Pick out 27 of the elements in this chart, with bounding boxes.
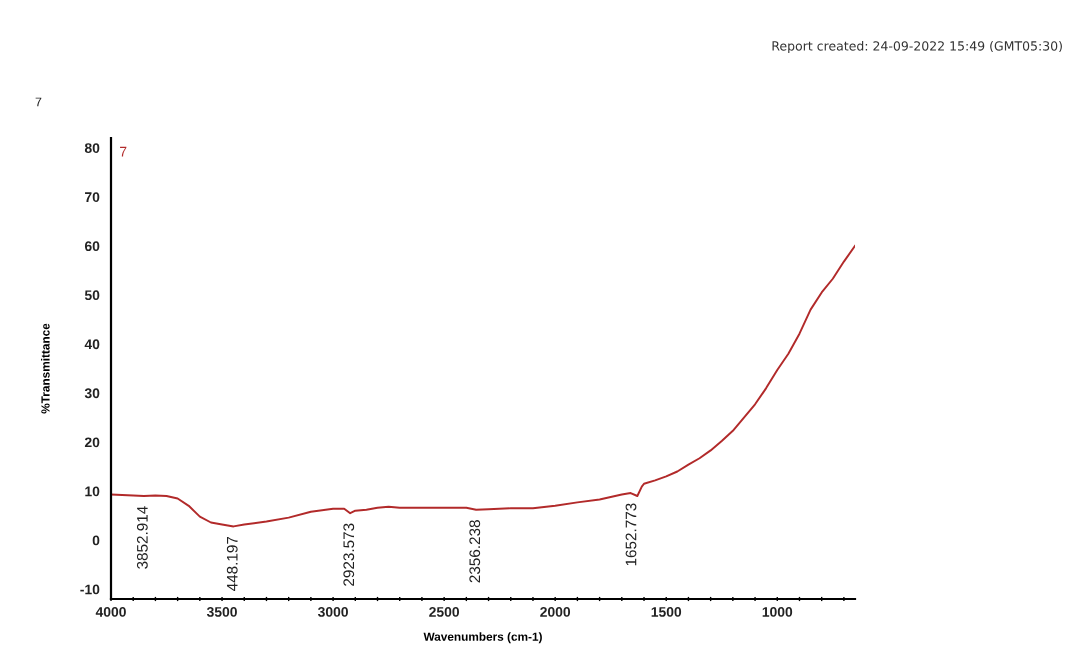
- annotation: 3852.914: [136, 506, 148, 569]
- x-tick-label: 2000: [540, 607, 571, 617]
- y-tick-label: 30: [84, 388, 100, 399]
- annotation: 1652.773: [625, 503, 637, 566]
- annotation: 2923.573: [343, 523, 355, 586]
- y-tick-label: 0: [92, 535, 100, 546]
- text: 7: [120, 146, 127, 157]
- y-tick-label: 80: [84, 143, 100, 153]
- y-tick-label: 10: [85, 486, 100, 497]
- y-tick-label: 50: [84, 290, 100, 301]
- x-tick-label: 1500: [651, 607, 682, 617]
- chart-title: 7: [35, 97, 42, 107]
- x-tick-label: 3000: [317, 607, 348, 617]
- y-axis-title: %Transmittance: [41, 323, 50, 414]
- text: Report created: 24-09-2022 15:49 (GMT05:30): [772, 40, 1062, 54]
- x-tick-label: 1000: [762, 607, 793, 617]
- annotation: 2356.238: [469, 520, 481, 583]
- annotation: 448.197: [226, 536, 238, 592]
- x-tick-label: 3500: [206, 607, 237, 617]
- y-tick-label: 60: [84, 241, 100, 252]
- x-tick-label: 4000: [95, 607, 126, 617]
- y-tick-label: -10: [80, 584, 100, 595]
- y-tick-label: 20: [84, 437, 100, 448]
- y-tick-label: 70: [85, 192, 100, 203]
- x-axis-title: Wavenumbers (cm-1): [423, 632, 542, 644]
- x-tick-label: 2500: [429, 607, 460, 617]
- y-tick-label: 40: [84, 339, 100, 350]
